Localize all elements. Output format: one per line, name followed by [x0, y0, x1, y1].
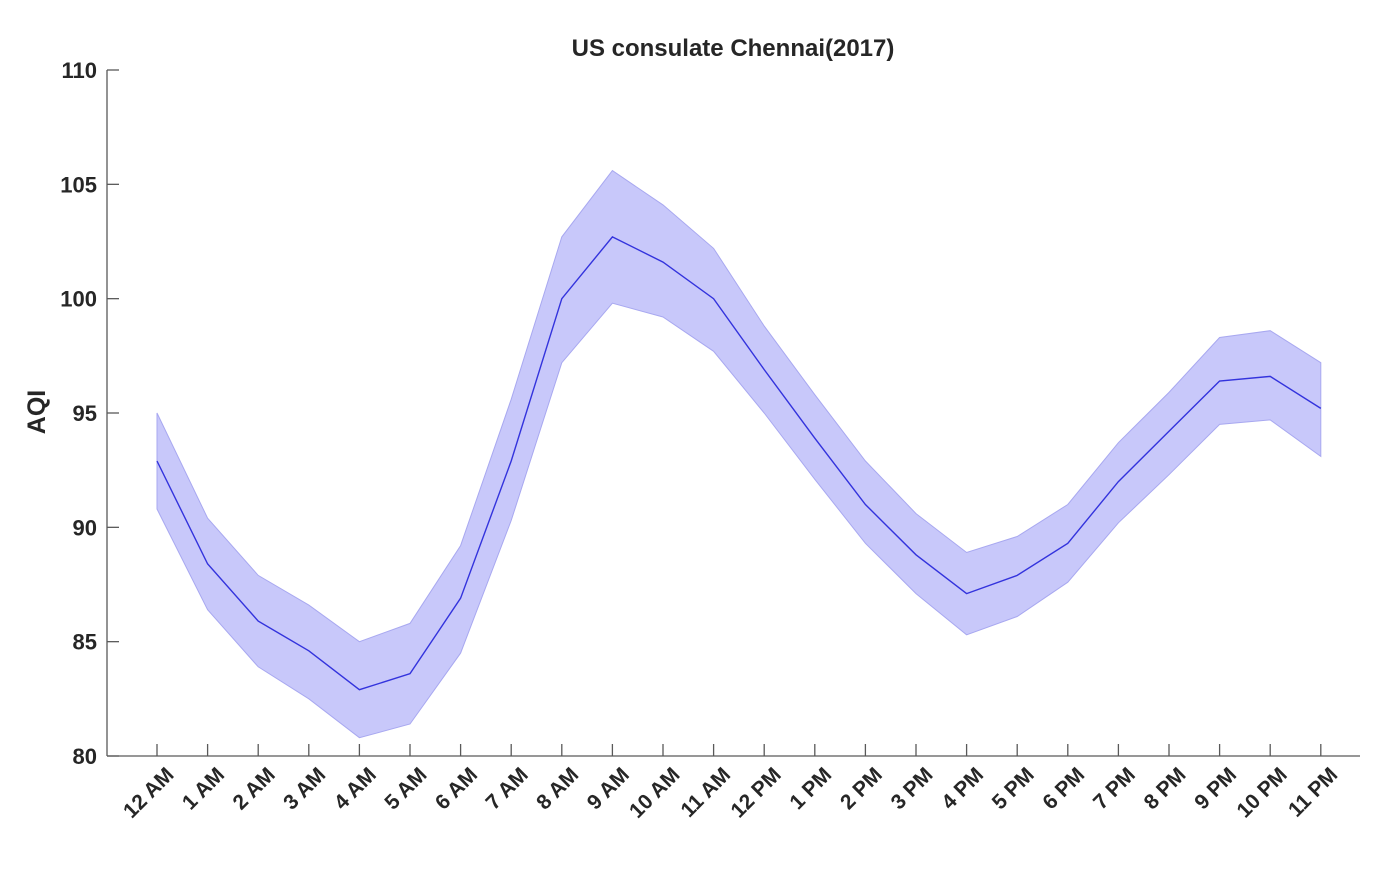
x-tick-label-12-pm: 12 PM — [727, 763, 786, 822]
data-point-11-pm — [1319, 407, 1322, 410]
x-tick-label-11-am: 11 AM — [677, 763, 736, 822]
data-point-9-am — [611, 235, 614, 238]
data-point-3-pm — [915, 553, 918, 556]
y-tick-label-90: 90 — [73, 515, 97, 540]
x-tick-label-10-pm: 10 PM — [1233, 763, 1292, 822]
data-point-10-am — [662, 261, 665, 264]
data-point-2-am — [257, 620, 260, 623]
x-tick-label-5-pm: 5 PM — [988, 763, 1039, 814]
data-point-4-pm — [965, 592, 968, 595]
y-axis-ticks: 80 85 90 95 100 105 110 — [60, 58, 119, 769]
x-tick-label-12-am: 12 AM — [119, 763, 178, 822]
data-point-2-pm — [864, 503, 867, 506]
x-tick-label-1-pm: 1 PM — [785, 763, 836, 814]
y-tick-label-110: 110 — [62, 58, 98, 83]
x-tick-label-7-pm: 7 PM — [1089, 763, 1140, 814]
x-tick-label-3-pm: 3 PM — [887, 763, 938, 814]
data-point-7-pm — [1117, 480, 1120, 483]
x-tick-label-2-am: 2 AM — [229, 763, 280, 814]
data-point-8-am — [560, 297, 563, 300]
confidence-band — [156, 169, 1322, 739]
x-tick-label-2-pm: 2 PM — [836, 763, 887, 814]
data-point-8-pm — [1168, 430, 1171, 433]
data-point-1-am — [206, 562, 209, 565]
x-tick-label-1-am: 1 AM — [178, 763, 229, 814]
x-tick-label-11-pm: 11 PM — [1284, 763, 1342, 821]
x-tick-label-10-am: 10 AM — [625, 763, 684, 822]
y-axis-label: AQI — [23, 390, 51, 434]
mean-line-layer — [156, 235, 1322, 691]
data-point-10-pm — [1269, 375, 1272, 378]
data-point-5-pm — [1016, 574, 1019, 577]
data-point-12-am — [156, 460, 159, 463]
x-tick-label-8-pm: 8 PM — [1140, 763, 1191, 814]
x-tick-label-5-am: 5 AM — [380, 763, 431, 814]
x-tick-label-4-pm: 4 PM — [937, 763, 988, 814]
data-point-4-am — [358, 688, 361, 691]
x-tick-label-6-am: 6 AM — [431, 763, 482, 814]
data-point-1-pm — [813, 437, 816, 440]
x-tick-label-7-am: 7 AM — [482, 763, 533, 814]
data-point-5-am — [409, 672, 412, 675]
y-tick-label-100: 100 — [60, 287, 97, 312]
data-point-6-pm — [1066, 542, 1069, 545]
data-point-3-am — [307, 649, 310, 652]
x-tick-label-3-am: 3 AM — [279, 763, 330, 814]
x-tick-label-8-am: 8 AM — [532, 763, 583, 814]
x-tick-label-4-am: 4 AM — [330, 763, 381, 814]
data-point-9-pm — [1218, 380, 1221, 383]
confidence-band-layer — [156, 169, 1322, 739]
data-point-12-pm — [763, 368, 766, 371]
data-point-6-am — [459, 597, 462, 600]
data-point-7-am — [510, 460, 513, 463]
x-tick-label-6-pm: 6 PM — [1038, 763, 1089, 814]
data-point-11-am — [712, 297, 715, 300]
y-tick-label-105: 105 — [60, 172, 97, 197]
y-tick-label-95: 95 — [73, 401, 97, 426]
chart-title: US consulate Chennai(2017) — [572, 35, 895, 62]
y-tick-label-80: 80 — [73, 744, 97, 769]
mean-aqi-line — [156, 236, 1322, 691]
y-tick-label-85: 85 — [73, 630, 97, 655]
